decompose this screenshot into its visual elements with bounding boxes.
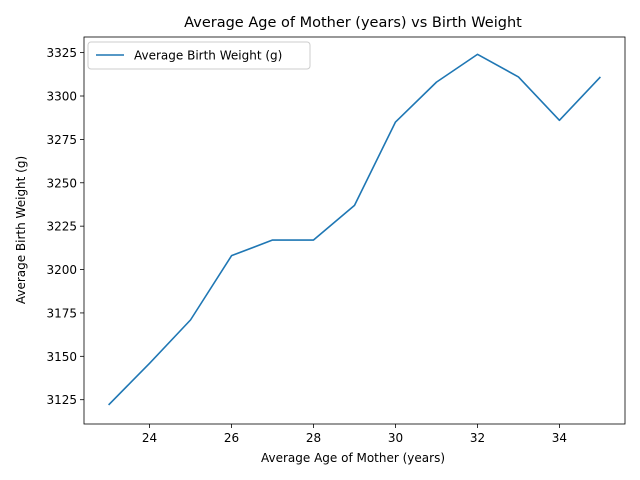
legend-entry-label: Average Birth Weight (g): [134, 49, 282, 63]
y-tick-label: 3175: [46, 306, 77, 320]
y-axis-ticks: 3125 3150 3175 3200 3225 3250 3275 3300 3325: [46, 46, 84, 407]
axes-frame: [83, 36, 626, 425]
series-lines: [108, 53, 601, 406]
series-line-birth-weight: [108, 53, 601, 406]
plot-area: 24 26 28 30 32 34 3125 3150 3175 3200 3225 3250 327…: [46, 36, 626, 445]
y-tick-label: 3325: [46, 46, 77, 60]
x-tick-label: 32: [470, 431, 485, 445]
x-axis-ticks: 24 26 28 30 32 34: [142, 424, 567, 445]
y-tick-label: 3150: [46, 350, 77, 364]
legend-box: [87, 41, 311, 70]
y-tick-label: 3200: [46, 263, 77, 277]
chart-title: Average Age of Mother (years) vs Birth W…: [184, 15, 522, 31]
y-tick-label: 3225: [46, 220, 77, 234]
legend: Average Birth Weight (g): [87, 41, 311, 70]
y-axis-label: Average Birth Weight (g): [14, 156, 28, 304]
x-tick-label: 30: [388, 431, 403, 445]
y-tick-label: 3300: [46, 90, 77, 104]
y-tick-label: 3250: [46, 176, 77, 190]
x-tick-label: 28: [306, 431, 321, 445]
x-tick-label: 24: [142, 431, 157, 445]
x-axis-label: Average Age of Mother (years): [261, 451, 445, 465]
y-tick-label: 3125: [46, 393, 77, 407]
x-tick-label: 26: [224, 431, 239, 445]
x-tick-label: 34: [552, 431, 567, 445]
y-tick-label: 3275: [46, 133, 77, 147]
